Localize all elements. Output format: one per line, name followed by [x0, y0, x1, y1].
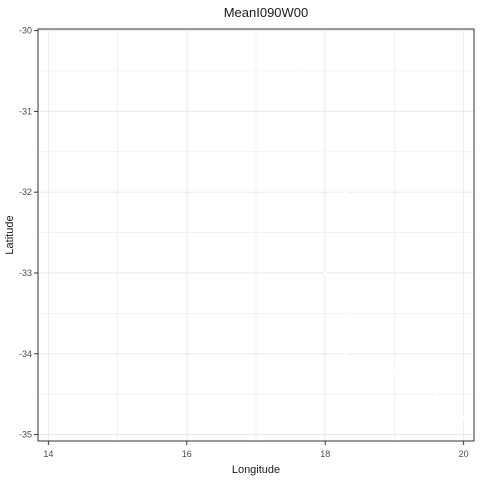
y-tick-label: -32	[19, 187, 32, 197]
x-tick-label: 14	[43, 449, 53, 459]
x-tick-label: 18	[320, 449, 330, 459]
x-axis-label: Longitude	[232, 464, 280, 476]
y-tick-label: -31	[19, 106, 32, 116]
data-point	[462, 417, 465, 420]
y-tick-label: -34	[19, 349, 32, 359]
data-point	[324, 271, 327, 274]
data-point	[296, 69, 299, 72]
y-tick-label: -35	[19, 430, 32, 440]
data-points	[279, 33, 466, 420]
data-point	[344, 352, 347, 355]
y-axis: -30 -31 -32 -33 -34 -35	[19, 26, 38, 440]
y-axis-label: Latitude	[4, 215, 16, 254]
x-axis: 14 16 18 20	[43, 441, 468, 459]
data-point	[393, 372, 396, 375]
data-point	[344, 239, 347, 242]
y-tick-label: -33	[19, 268, 32, 278]
data-point	[348, 312, 351, 315]
chart-title: MeanI090W00	[224, 5, 309, 20]
y-tick-label: -30	[19, 26, 32, 36]
data-point	[434, 393, 437, 396]
minor-gridlines	[38, 29, 474, 441]
data-point	[279, 33, 282, 36]
x-tick-label: 20	[459, 449, 469, 459]
x-tick-label: 16	[182, 449, 192, 459]
data-point	[320, 150, 323, 153]
data-point	[344, 191, 347, 194]
